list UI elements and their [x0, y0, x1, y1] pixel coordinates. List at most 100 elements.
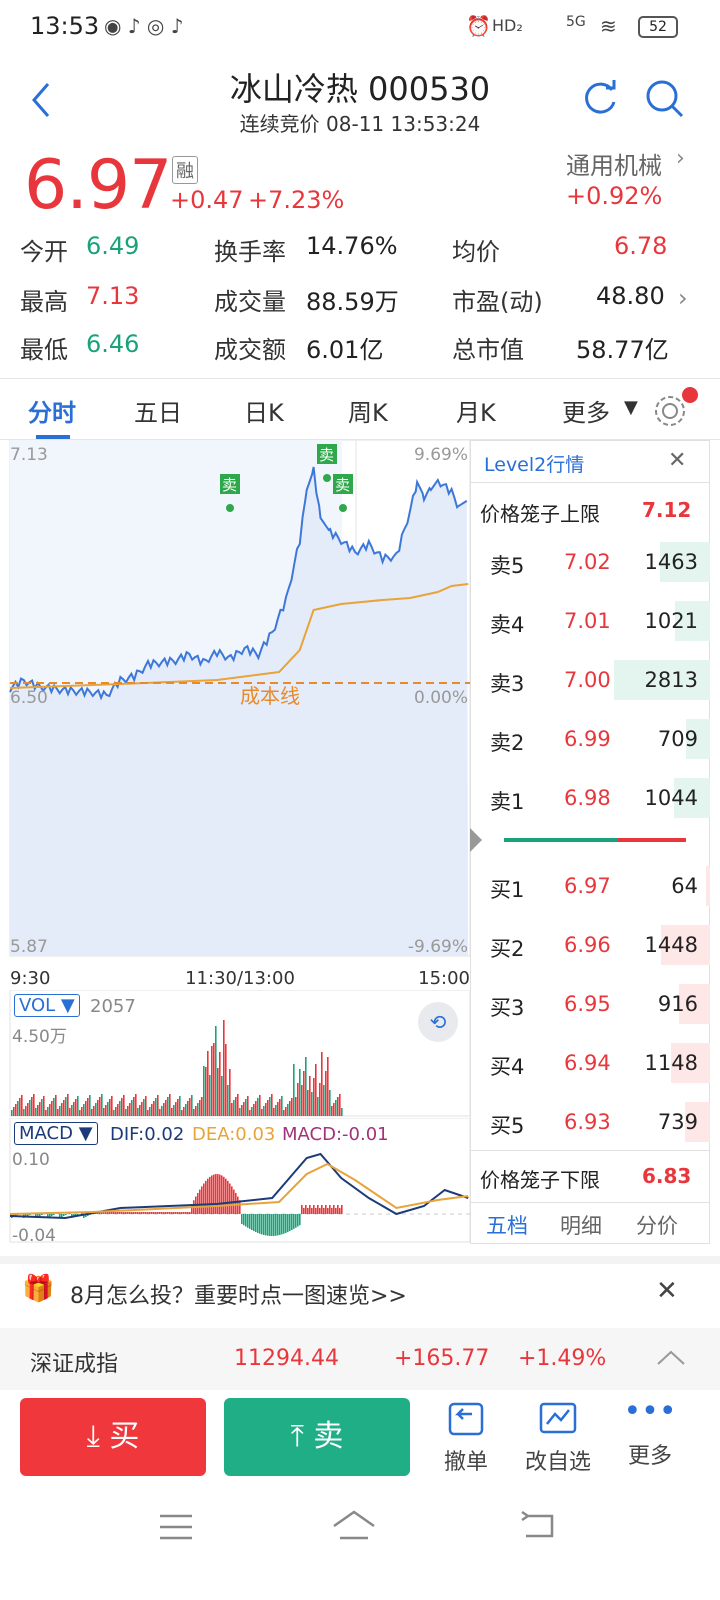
macd-bar — [221, 1175, 223, 1214]
volume-bar — [309, 1076, 311, 1116]
volume-bar — [37, 1105, 39, 1116]
volume-bar — [661, 925, 710, 965]
sell-button[interactable]: ⤒ 卖 — [224, 1398, 410, 1476]
close-icon[interactable]: ✕ — [668, 448, 687, 473]
level-label: 买4 — [490, 1055, 525, 1079]
tab-daily-k[interactable]: 日K — [244, 399, 284, 427]
bid-row[interactable]: 买2 6.96 1448 — [480, 921, 710, 971]
back-nav-icon[interactable] — [520, 1510, 556, 1542]
close-icon[interactable]: ✕ — [656, 1276, 678, 1306]
volume-bar — [123, 1095, 125, 1116]
ratio-bar-bid — [618, 838, 686, 842]
sector-link[interactable]: 通用机械 — [566, 152, 662, 180]
macd-bar — [309, 1205, 311, 1214]
search-icon[interactable] — [644, 78, 686, 120]
macd-bar — [311, 1208, 313, 1214]
volume-bar — [133, 1097, 135, 1116]
level-label: 买1 — [490, 878, 525, 902]
tab-intraday[interactable]: 分时 — [28, 399, 76, 427]
buy-button[interactable]: ⤓ 买 — [20, 1398, 206, 1476]
macd-bar — [329, 1205, 331, 1214]
volume-bar — [331, 1106, 333, 1116]
bid-row[interactable]: 买3 6.95 916 — [480, 980, 710, 1030]
tab-five-levels[interactable]: 五档 — [486, 1214, 528, 1238]
sell-marker[interactable]: 卖 — [220, 474, 240, 512]
chevron-right-icon: › — [676, 146, 685, 171]
volume-bar — [137, 1108, 139, 1116]
collapse-arrow-icon[interactable] — [470, 828, 482, 852]
home-icon[interactable] — [330, 1508, 378, 1542]
promo-banner[interactable]: 🎁 8月怎么投？重要时点一图速览>> ✕ — [0, 1256, 720, 1324]
macd-bar — [253, 1214, 255, 1232]
volume-chart[interactable] — [0, 990, 470, 1118]
volume-bar — [99, 1097, 101, 1116]
ask-row[interactable]: 卖5 7.02 1463 — [480, 538, 710, 588]
settings-gear-icon[interactable] — [652, 393, 688, 429]
tab-five-day[interactable]: 五日 — [134, 399, 182, 427]
volume-bar — [81, 1107, 83, 1116]
tab-monthly-k[interactable]: 月K — [456, 399, 496, 427]
volume-bar — [307, 1090, 309, 1116]
svg-text:卖: 卖 — [335, 476, 350, 494]
more-button[interactable]: ••• 更多 — [610, 1397, 690, 1470]
level-label: 卖3 — [490, 672, 525, 696]
y-axis-bot: 5.87 — [10, 937, 48, 957]
volume-bar — [13, 1107, 15, 1116]
refresh-icon[interactable] — [580, 78, 620, 118]
y-axis-mid: 6.50 — [10, 688, 48, 708]
tab-weekly-k[interactable]: 周K — [348, 399, 388, 427]
edit-watchlist-label: 改自选 — [524, 1450, 591, 1475]
index-ticker[interactable]: 深证成指 11294.44 +165.77 +1.49% — [0, 1328, 720, 1390]
macd-indicator-select[interactable]: MACD ▼ — [14, 1122, 98, 1145]
chevron-up-icon[interactable] — [656, 1348, 686, 1368]
ask-row[interactable]: 卖4 7.01 1021 — [480, 597, 710, 647]
volume-bar — [241, 1105, 243, 1116]
volume-bar — [125, 1109, 127, 1116]
menu-icon[interactable] — [158, 1512, 194, 1542]
level-label: 卖2 — [490, 731, 525, 755]
macd-bar — [201, 1186, 203, 1214]
volume-bar — [181, 1110, 183, 1116]
cancel-order-button[interactable]: 撤单 — [426, 1400, 506, 1476]
level-label: 卖4 — [490, 613, 525, 637]
vol-indicator-select[interactable]: VOL ▼ — [14, 994, 80, 1017]
ask-row[interactable]: 卖2 6.99 709 — [480, 715, 710, 765]
volume-bar — [337, 1097, 339, 1116]
level-volume: 709 — [657, 727, 698, 751]
bid-row[interactable]: 买5 6.93 739 — [480, 1098, 710, 1148]
sell-marker[interactable]: 卖 — [317, 444, 337, 482]
macd-bar — [185, 1212, 187, 1214]
tab-more[interactable]: 更多 — [562, 399, 610, 427]
rotate-screen-icon[interactable]: ⟲ — [418, 1002, 458, 1042]
chevron-right-icon[interactable]: › — [678, 284, 688, 312]
macd-bar — [145, 1212, 147, 1214]
bid-row[interactable]: 买4 6.94 1148 — [480, 1039, 710, 1089]
stat-high: 7.13 — [86, 282, 140, 310]
volume-bar — [155, 1098, 157, 1116]
bid-row[interactable]: 买1 6.97 64 — [480, 862, 710, 912]
intraday-chart[interactable]: 成本线 7.13 6.50 5.87 9.69% 0.00% -9.69% 卖 … — [0, 440, 470, 990]
back-icon[interactable] — [28, 80, 54, 120]
download-arrow-icon: ⤓ — [86, 1419, 110, 1454]
volume-bar — [674, 778, 710, 818]
volume-bar — [31, 1097, 33, 1116]
banner-text: 8月怎么投？重要时点一图速览>> — [70, 1284, 407, 1309]
stat-avg: 6.78 — [614, 232, 668, 260]
tab-details[interactable]: 明细 — [560, 1214, 602, 1238]
sell-marker[interactable]: 卖 — [333, 474, 353, 512]
edit-watchlist-button[interactable]: 改自选 — [518, 1400, 598, 1476]
macd-chart[interactable] — [0, 1118, 470, 1244]
tab-indicator — [36, 435, 70, 439]
tab-price-dist[interactable]: 分价 — [636, 1214, 678, 1238]
pct-axis-mid: 0.00% — [414, 688, 468, 708]
volume-bar — [686, 719, 710, 759]
stat-label: 最高 — [20, 288, 68, 316]
ask-row[interactable]: 卖1 6.98 1044 — [480, 774, 710, 824]
volume-bar — [614, 660, 710, 700]
volume-bar — [73, 1102, 75, 1116]
level-label: 卖5 — [490, 554, 525, 578]
macd-bar — [83, 1214, 85, 1218]
ask-row[interactable]: 卖3 7.00 2813 — [480, 656, 710, 706]
divider — [470, 482, 710, 483]
watchlist-chart-icon — [539, 1402, 577, 1434]
